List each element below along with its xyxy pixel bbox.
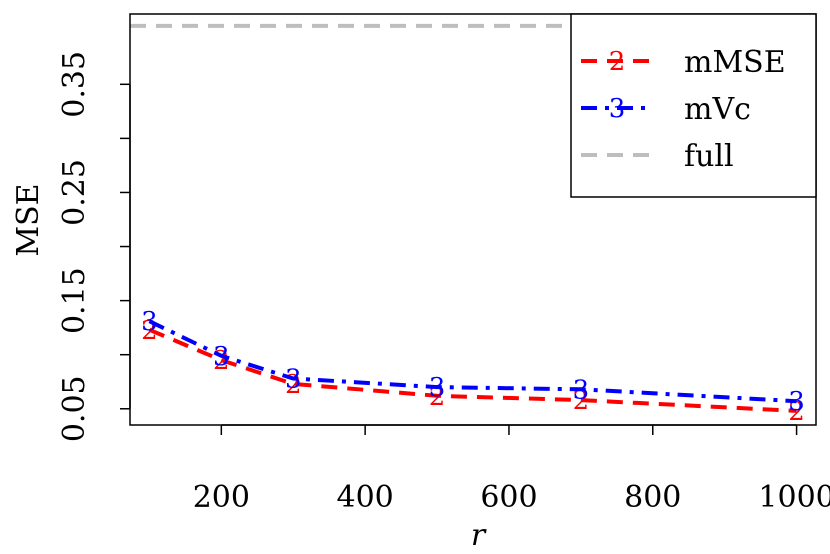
- y-axis-title: MSE: [11, 183, 46, 256]
- series-line-mVc: [148, 319, 797, 404]
- data-point-mVc: 3: [788, 387, 805, 417]
- x-tick-label: 800: [624, 480, 681, 515]
- x-tick-label: 1000: [758, 480, 830, 515]
- x-tick-label: 600: [480, 480, 537, 515]
- series-line-mMSE: [148, 327, 797, 413]
- data-point-mVc: 3: [285, 364, 302, 394]
- x-tick-label: 400: [337, 480, 394, 515]
- data-point-mVc: 3: [429, 373, 446, 403]
- legend-marker-mVc: 3: [609, 94, 626, 124]
- data-point-mVc: 3: [141, 307, 158, 337]
- legend-label-full: full: [684, 139, 734, 174]
- y-tick-label: 0.05: [57, 375, 92, 442]
- data-point-mMSE: 2: [788, 397, 805, 427]
- legend-label-mMSE: mMSE: [684, 45, 786, 80]
- y-tick-label: 0.15: [57, 267, 92, 334]
- legend-box: [570, 13, 817, 198]
- y-tick-label: 0.35: [57, 51, 92, 118]
- data-point-mMSE: 2: [429, 382, 446, 412]
- legend-marker-mMSE: 2: [609, 47, 626, 77]
- y-tick-label: 0.25: [57, 159, 92, 226]
- data-point-mVc: 3: [213, 342, 230, 372]
- legend: 2 mMSE 3 mVc full: [570, 13, 817, 198]
- axes: 200 400 600 800 1000 r 0.05 0.15 0.25 0.35 MSE: [11, 13, 830, 553]
- legend-label-mVc: mVc: [684, 92, 751, 127]
- x-tick-label: 200: [193, 480, 250, 515]
- data-point-mVc: 3: [573, 375, 590, 405]
- data-point-mMSE: 2: [573, 386, 590, 416]
- x-axis-title: r: [471, 518, 487, 553]
